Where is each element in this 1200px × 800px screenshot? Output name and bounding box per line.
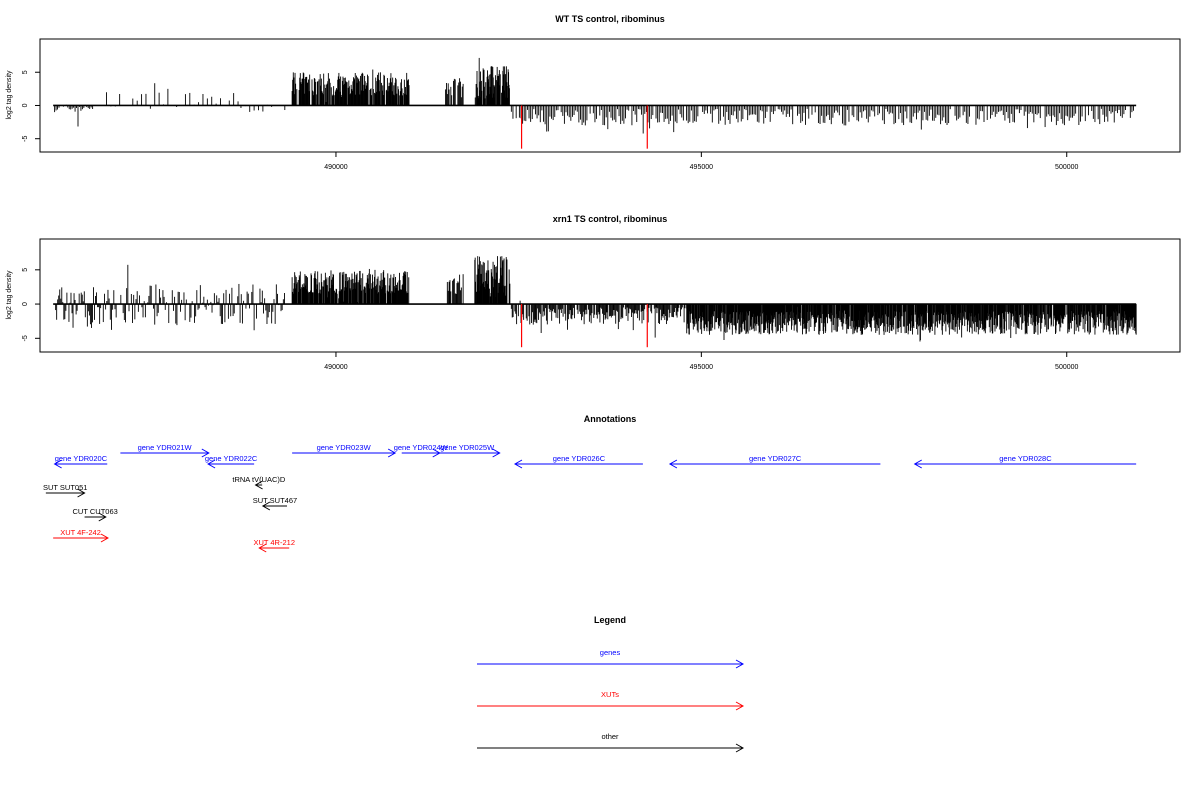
panel-title: xrn1 TS control, ribominus	[553, 214, 668, 224]
feature-arrow-head	[261, 501, 271, 511]
feature-label: CUT CUT063	[73, 507, 118, 516]
legend-entry: XUTs	[477, 690, 745, 711]
y-tick-label: 5	[22, 268, 29, 272]
feature-arrow-head	[100, 533, 109, 543]
legend-arrow-head	[735, 743, 745, 753]
axes: -5 0 5 490000 495000 500000	[22, 268, 1079, 371]
legend-arrow-head	[735, 659, 745, 669]
y-tick-label: -5	[22, 135, 29, 141]
feature-label: gene YDR024W	[394, 443, 449, 452]
feature-label: gene YDR027C	[749, 454, 802, 463]
x-tick-label: 495000	[690, 164, 713, 171]
annotation-feature: gene YDR027C	[668, 454, 881, 469]
legend-title: Legend	[594, 615, 626, 625]
plot-frame	[39, 38, 1181, 153]
feature-arrow-head	[254, 480, 263, 490]
annotation-feature: gene YDR023W	[292, 443, 397, 458]
track-panel-wt: WT TS control, ribominus log2 tag densit…	[6, 14, 1181, 171]
feature-label: XUT 4R-212	[253, 538, 295, 547]
feature-label: SUT SUT051	[43, 483, 87, 492]
feature-label: gene YDR023W	[317, 443, 372, 452]
density-bars	[53, 57, 1137, 149]
feature-arrow-head	[387, 448, 397, 458]
legend-entry: other	[477, 732, 745, 753]
feature-arrow-head	[207, 459, 216, 469]
legend: Legend genes XUTs other	[477, 615, 745, 753]
x-tick-label: 500000	[1055, 364, 1078, 371]
feature-arrow-head	[913, 459, 922, 469]
y-axis-label: log2 tag density	[6, 70, 13, 120]
feature-arrow-head	[201, 448, 210, 458]
annotation-feature: gene YDR022C	[205, 454, 258, 469]
annotation-feature: SUT SUT051	[43, 483, 87, 498]
feature-label: gene YDR026C	[553, 454, 606, 463]
annotations-title: Annotations	[584, 414, 637, 424]
x-tick-label: 490000	[324, 164, 347, 171]
legend-label: XUTs	[601, 690, 619, 699]
y-tick-label: 0	[22, 103, 29, 107]
feature-arrow-head	[668, 459, 678, 469]
x-tick-label: 495000	[690, 364, 713, 371]
axes: -5 0 5 490000 495000 500000	[22, 70, 1079, 171]
panel-title: WT TS control, ribominus	[555, 14, 665, 24]
annotation-feature: XUT 4F-242	[53, 528, 109, 543]
legend-label: other	[601, 732, 619, 741]
annotation-feature: XUT 4R-212	[253, 538, 295, 553]
x-tick-label: 490000	[324, 364, 347, 371]
legend-arrow-head	[735, 701, 745, 711]
legend-entries: genes XUTs other	[477, 648, 745, 753]
annotation-feature: gene YDR028C	[913, 454, 1137, 469]
feature-label: XUT 4F-242	[60, 528, 101, 537]
annotation-feature: tRNA tV(UAC)D	[232, 475, 286, 490]
annotation-feature: gene YDR026C	[513, 454, 643, 469]
y-tick-label: 0	[22, 302, 29, 306]
x-tick-label: 500000	[1055, 164, 1078, 171]
y-tick-label: -5	[22, 335, 29, 341]
feature-arrow-head	[513, 459, 523, 469]
feature-label: gene YDR022C	[205, 454, 258, 463]
feature-arrow-head	[98, 512, 107, 522]
feature-arrow-head	[492, 448, 501, 458]
plot-frame	[39, 238, 1181, 353]
feature-arrow-head	[53, 459, 62, 469]
feature-arrow-head	[77, 488, 86, 498]
annotation-feature: gene YDR025W	[434, 443, 501, 458]
y-tick-label: 5	[22, 70, 29, 74]
y-axis-label: log2 tag density	[6, 270, 13, 320]
track-panel-xrn1: xrn1 TS control, ribominus log2 tag dens…	[6, 214, 1181, 371]
legend-label: genes	[600, 648, 621, 657]
annotation-feature: CUT CUT063	[73, 507, 118, 522]
feature-label: SUT SUT467	[253, 496, 297, 505]
feature-label: gene YDR025W	[440, 443, 495, 452]
feature-label: gene YDR021W	[138, 443, 193, 452]
annotation-feature: SUT SUT467	[253, 496, 297, 511]
density-bars	[53, 256, 1137, 348]
legend-entry: genes	[477, 648, 745, 669]
annotation-features: gene YDR020C gene YDR021W gene YDR022C gene…	[43, 443, 1137, 553]
annotation-feature: gene YDR020C	[53, 454, 108, 469]
annotation-feature: gene YDR021W	[120, 443, 210, 458]
feature-label: tRNA tV(UAC)D	[232, 475, 286, 484]
feature-label: gene YDR028C	[999, 454, 1052, 463]
feature-arrow-head	[258, 543, 267, 553]
feature-label: gene YDR020C	[55, 454, 108, 463]
